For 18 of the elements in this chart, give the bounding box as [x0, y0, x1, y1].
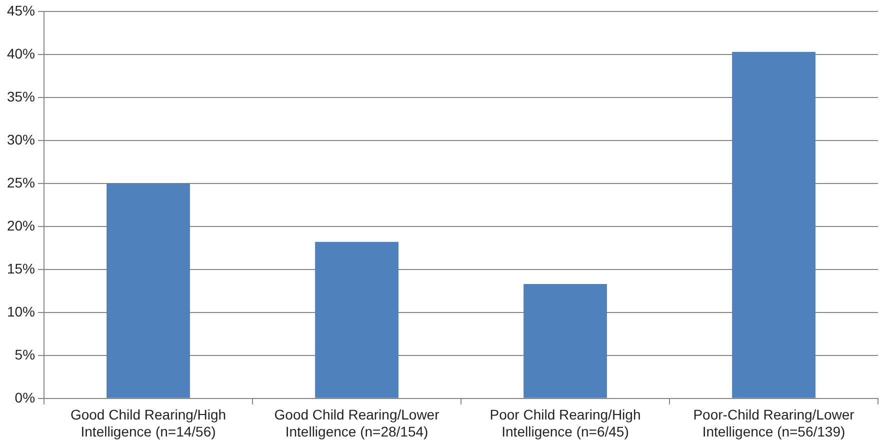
y-tick-label: 40%: [6, 45, 36, 62]
y-tick-label: 0%: [14, 389, 36, 406]
y-tick-label: 25%: [6, 174, 36, 190]
y-tick-label: 10%: [6, 303, 36, 320]
x-tick-label: Good Child Rearing/Lower Intelligence (n=28/154): [274, 406, 440, 440]
bar: [524, 284, 607, 398]
x-tick-label: Poor-Child Rearing/Lower Intelligence (n=56/139): [693, 406, 855, 440]
y-tick-label: 5%: [14, 346, 36, 362]
bar: [732, 52, 816, 398]
y-tick-label: 20%: [6, 217, 36, 234]
x-tick-label: Good Child Rearing/High Intelligence (n=14/56): [70, 406, 226, 440]
y-tick-label: 15%: [6, 260, 36, 276]
y-tick-label: 35%: [6, 88, 36, 104]
bar: [315, 242, 398, 398]
y-tick-label: 45%: [6, 2, 36, 18]
x-tick-label: Poor Child Rearing/High Intelligence (n=6/45): [490, 406, 641, 440]
bar: [106, 183, 190, 398]
y-tick-label: 30%: [6, 131, 36, 148]
